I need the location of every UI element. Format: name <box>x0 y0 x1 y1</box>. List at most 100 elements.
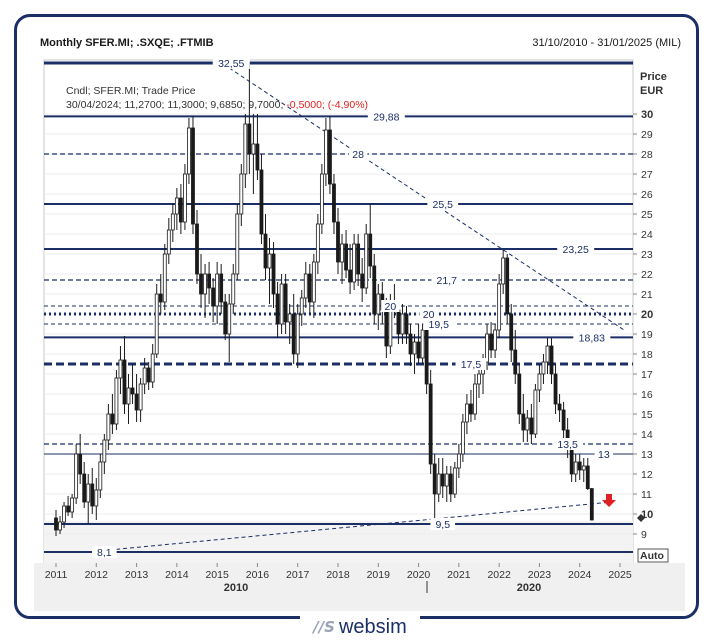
candle-116 <box>521 394 526 442</box>
footer-logo[interactable]: //S websim <box>300 614 420 640</box>
candle-body-47 <box>243 123 248 175</box>
candle-body-77 <box>364 233 369 289</box>
candle-0 <box>54 510 58 536</box>
candle-body-10 <box>94 489 99 507</box>
level-label-8: 19,5 <box>428 319 449 331</box>
candle-29 <box>170 204 175 242</box>
candle-body-30 <box>174 197 179 215</box>
auto-scale-button-bg[interactable] <box>637 548 669 563</box>
candle-58 <box>287 304 292 344</box>
candle-94 <box>432 454 437 522</box>
candle-body-23 <box>146 367 151 383</box>
level-label-7: 20 <box>423 309 435 321</box>
candle-body-82 <box>384 309 389 347</box>
candle-body-60 <box>295 313 300 355</box>
level-label-4: 23,25 <box>563 244 589 256</box>
candle-body-109 <box>493 329 498 351</box>
candle-61 <box>299 290 304 326</box>
candle-51 <box>259 154 264 244</box>
candle-79 <box>372 254 377 324</box>
candle-body-28 <box>166 229 171 255</box>
candle-body-122 <box>545 345 550 363</box>
candle-body-3 <box>66 505 70 513</box>
candle-71 <box>340 234 344 284</box>
level-label-bg-14 <box>92 546 117 558</box>
candle-body-67 <box>324 129 328 175</box>
candle-body-80 <box>376 293 381 315</box>
level-label-bg-12 <box>594 448 614 460</box>
candle-body-57 <box>283 283 288 323</box>
candle-body-46 <box>239 173 244 215</box>
candle-body-93 <box>428 383 433 465</box>
candle-body-75 <box>356 243 361 275</box>
candle-body-25 <box>154 293 159 355</box>
info-line-1: Cndl; SFER.MI; Trade Price <box>66 85 196 97</box>
candle-body-87 <box>404 313 409 335</box>
candle-77 <box>364 224 369 294</box>
candle-body-9 <box>90 483 95 507</box>
candle-body-11 <box>98 461 103 491</box>
candle-49 <box>251 114 256 194</box>
candle-68 <box>328 116 332 194</box>
candle-body-21 <box>138 383 143 411</box>
candle-99 <box>452 462 457 498</box>
candle-100 <box>456 444 461 478</box>
candle-body-53 <box>267 253 272 269</box>
candle-body-125 <box>557 403 562 411</box>
candle-44 <box>231 264 236 314</box>
candle-93 <box>428 370 433 474</box>
candle-body-91 <box>420 329 425 359</box>
candle-17 <box>122 336 127 414</box>
chart-title: Monthly SFER.MI; .SXQE; .FTMIB <box>40 37 214 49</box>
candle-33 <box>187 118 191 184</box>
candle-body-71 <box>340 243 344 263</box>
level-label-9: 18,83 <box>579 332 605 344</box>
candle-101 <box>460 414 465 462</box>
plot-area <box>43 59 634 564</box>
candle-body-49 <box>251 143 256 155</box>
candle-body-24 <box>150 353 155 383</box>
x-tick-label-2013: 2013 <box>125 569 149 581</box>
y-tick-label-30: 30 <box>641 109 653 121</box>
candle-109 <box>493 324 498 358</box>
candle-body-101 <box>460 421 465 455</box>
level-label-bg-2 <box>348 148 368 160</box>
candle-66 <box>319 164 324 234</box>
y-tick-label-27: 27 <box>641 169 653 181</box>
candle-26 <box>158 274 163 314</box>
candle-18 <box>126 374 131 424</box>
candle-body-129 <box>573 461 578 475</box>
candle-107 <box>485 324 489 370</box>
y-tick-label-9: 9 <box>641 529 647 541</box>
candle-80 <box>376 284 381 330</box>
candle-body-89 <box>412 341 417 355</box>
level-label-bg-5 <box>431 274 463 286</box>
candle-89 <box>412 334 417 374</box>
candle-body-78 <box>368 233 373 267</box>
candle-body-16 <box>118 359 123 379</box>
trend-layer <box>88 67 625 553</box>
y-tick-label-22: 22 <box>641 269 653 281</box>
candle-130 <box>577 454 582 480</box>
candle-36 <box>199 254 203 308</box>
level-label-13: 9,5 <box>435 519 450 531</box>
candle-body-59 <box>291 313 296 355</box>
candle-body-113 <box>509 313 514 351</box>
candle-1 <box>58 516 62 534</box>
candle-4 <box>70 494 75 518</box>
candle-27 <box>162 244 167 310</box>
candle-body-66 <box>319 173 324 225</box>
y-tick-label-26: 26 <box>641 189 653 201</box>
x-tick-label-2017: 2017 <box>286 569 310 581</box>
y-tick-label-21: 21 <box>641 289 653 301</box>
level-label-bg-13 <box>430 518 456 530</box>
candle-59 <box>291 294 296 364</box>
candle-body-107 <box>485 333 489 363</box>
candle-body-112 <box>505 257 510 315</box>
candle-22 <box>142 358 147 394</box>
candle-body-94 <box>432 463 437 495</box>
auto-scale-button[interactable]: Auto <box>640 550 664 562</box>
candle-body-69 <box>332 183 336 223</box>
candle-70 <box>336 208 340 274</box>
x-tick-label-2023: 2023 <box>528 569 552 581</box>
